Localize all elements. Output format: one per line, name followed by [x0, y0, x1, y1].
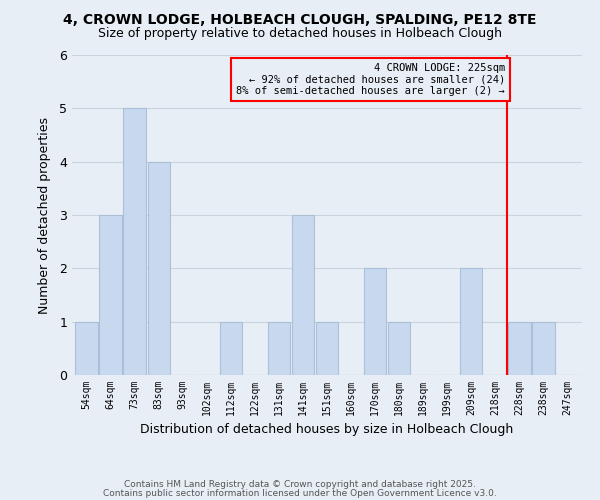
Text: 4, CROWN LODGE, HOLBEACH CLOUGH, SPALDING, PE12 8TE: 4, CROWN LODGE, HOLBEACH CLOUGH, SPALDIN…: [63, 12, 537, 26]
Bar: [100, 215, 122, 375]
Bar: [220, 322, 242, 375]
Bar: [532, 322, 554, 375]
Bar: [148, 162, 170, 375]
Bar: [292, 215, 314, 375]
Bar: [316, 322, 338, 375]
Bar: [364, 268, 386, 375]
X-axis label: Distribution of detached houses by size in Holbeach Clough: Distribution of detached houses by size …: [140, 424, 514, 436]
Text: Contains public sector information licensed under the Open Government Licence v3: Contains public sector information licen…: [103, 489, 497, 498]
Text: 4 CROWN LODGE: 225sqm
← 92% of detached houses are smaller (24)
8% of semi-detac: 4 CROWN LODGE: 225sqm ← 92% of detached …: [236, 63, 505, 96]
Bar: [76, 322, 98, 375]
Bar: [388, 322, 410, 375]
Text: Contains HM Land Registry data © Crown copyright and database right 2025.: Contains HM Land Registry data © Crown c…: [124, 480, 476, 489]
Bar: [460, 268, 482, 375]
Bar: [508, 322, 530, 375]
Text: Size of property relative to detached houses in Holbeach Clough: Size of property relative to detached ho…: [98, 28, 502, 40]
Bar: [124, 108, 146, 375]
Y-axis label: Number of detached properties: Number of detached properties: [38, 116, 51, 314]
Bar: [268, 322, 290, 375]
